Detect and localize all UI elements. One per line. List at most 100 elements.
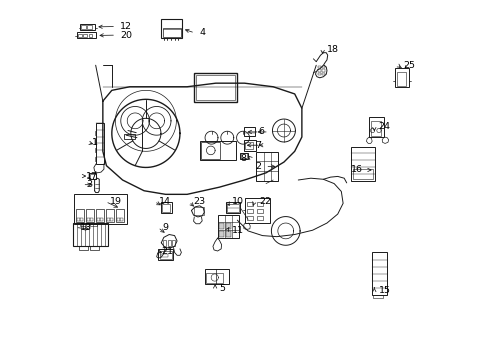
Text: 4: 4 xyxy=(199,28,205,37)
Text: 16: 16 xyxy=(350,166,362,175)
Text: 7: 7 xyxy=(254,141,261,150)
Bar xyxy=(80,24,95,30)
Bar xyxy=(225,231,230,237)
Bar xyxy=(100,218,103,221)
Bar xyxy=(78,34,82,37)
Bar xyxy=(110,218,113,221)
Text: 6: 6 xyxy=(258,127,264,136)
Bar xyxy=(351,147,374,181)
Bar xyxy=(204,269,229,284)
Bar xyxy=(218,223,223,229)
Bar xyxy=(163,239,166,246)
Text: 18: 18 xyxy=(326,45,338,54)
Text: 17: 17 xyxy=(85,172,98,181)
Bar xyxy=(195,75,235,100)
Bar xyxy=(77,32,96,38)
Bar xyxy=(120,218,123,221)
Bar xyxy=(86,218,89,221)
Bar xyxy=(94,131,96,135)
Bar xyxy=(257,209,263,213)
Text: 19: 19 xyxy=(109,197,122,206)
Bar xyxy=(244,127,254,136)
Bar xyxy=(162,204,170,212)
Bar xyxy=(317,69,320,72)
Text: 21: 21 xyxy=(161,247,173,256)
Bar xyxy=(79,246,88,250)
Bar xyxy=(90,174,96,179)
Bar xyxy=(206,273,223,283)
Bar xyxy=(225,223,230,229)
Bar xyxy=(257,202,263,206)
Text: 14: 14 xyxy=(158,197,170,206)
Text: 24: 24 xyxy=(378,122,390,131)
Text: 10: 10 xyxy=(231,197,243,206)
Bar xyxy=(321,69,325,72)
Bar xyxy=(167,239,170,246)
Bar xyxy=(247,209,253,213)
Bar xyxy=(161,253,167,257)
Bar xyxy=(163,28,180,37)
Bar xyxy=(241,153,247,158)
Bar xyxy=(321,73,325,75)
Bar xyxy=(396,72,405,86)
Bar xyxy=(247,202,253,206)
Bar xyxy=(124,134,135,139)
Bar xyxy=(194,73,236,102)
Bar xyxy=(76,210,83,222)
Bar xyxy=(106,210,114,222)
Bar xyxy=(225,202,240,213)
Bar xyxy=(244,140,255,150)
Bar xyxy=(172,239,175,246)
Bar xyxy=(244,142,253,149)
Bar xyxy=(227,204,238,212)
Bar xyxy=(77,218,80,221)
Text: 25: 25 xyxy=(402,62,414,71)
Text: 2: 2 xyxy=(254,162,261,171)
Bar xyxy=(89,246,99,250)
Bar xyxy=(218,231,223,237)
Text: 23: 23 xyxy=(193,197,205,206)
Bar xyxy=(86,210,94,222)
Bar xyxy=(372,296,382,298)
Text: 9: 9 xyxy=(162,223,168,232)
Bar xyxy=(257,216,263,220)
Bar xyxy=(217,215,239,238)
Text: 5: 5 xyxy=(219,284,225,293)
Bar xyxy=(200,140,235,160)
Text: 1: 1 xyxy=(92,138,98,147)
Text: 11: 11 xyxy=(231,226,243,235)
Bar xyxy=(116,210,124,222)
Bar xyxy=(240,153,247,159)
Bar xyxy=(90,224,97,226)
Text: 15: 15 xyxy=(378,286,390,295)
Bar xyxy=(81,25,86,29)
Bar xyxy=(96,210,104,222)
Bar xyxy=(352,169,372,179)
Bar xyxy=(83,34,87,37)
Bar xyxy=(94,139,96,144)
Bar xyxy=(159,251,171,258)
Text: 12: 12 xyxy=(120,22,132,31)
Bar xyxy=(255,152,278,181)
Bar xyxy=(317,66,320,68)
Text: 20: 20 xyxy=(120,31,132,40)
Bar xyxy=(86,25,92,29)
Text: 22: 22 xyxy=(258,197,270,206)
Bar xyxy=(80,224,86,226)
Bar xyxy=(193,207,203,215)
Bar xyxy=(161,19,182,39)
Bar xyxy=(247,216,253,220)
Bar xyxy=(73,223,108,246)
Bar xyxy=(96,123,104,164)
Text: 8: 8 xyxy=(240,154,246,163)
Bar xyxy=(201,142,220,159)
Bar xyxy=(368,117,384,137)
Bar xyxy=(89,173,96,179)
Bar xyxy=(370,121,381,135)
Bar xyxy=(97,218,100,221)
Bar xyxy=(80,218,83,221)
Bar xyxy=(106,218,109,221)
Bar xyxy=(90,218,93,221)
Bar xyxy=(94,157,96,161)
Bar xyxy=(117,218,120,221)
